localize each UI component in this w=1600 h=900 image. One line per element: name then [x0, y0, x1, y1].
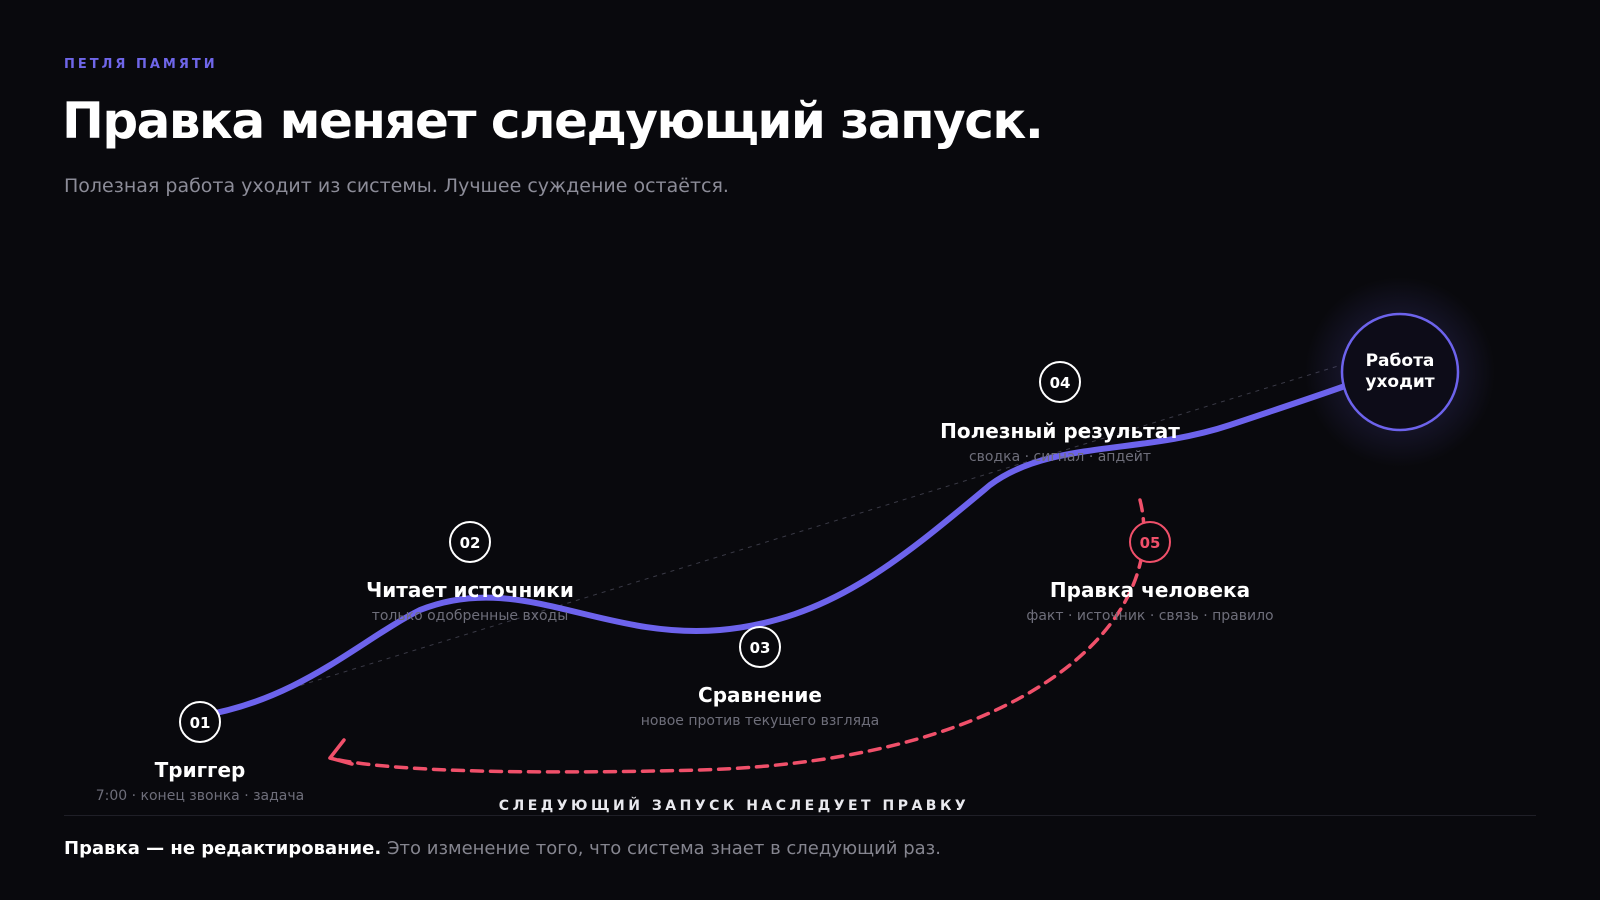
step-sub-02: только одобренные входы: [371, 608, 569, 624]
step-number-05: 05: [1140, 534, 1161, 552]
page-subtitle: Полезная работа уходит из системы. Лучше…: [64, 175, 729, 197]
step-label-03: Сравнение новое против текущего взгляда: [641, 683, 880, 729]
step-label-02: Читает источники только одобренные входы: [366, 578, 574, 624]
loop-caption: СЛЕДУЮЩИЙ ЗАПУСК НАСЛЕДУЕТ ПРАВКУ: [498, 798, 970, 814]
eyebrow-label: ПЕТЛЯ ПАМЯТИ: [64, 57, 218, 72]
step-sub-03: новое против текущего взгляда: [640, 713, 880, 729]
step-title-02: Читает источники: [366, 578, 574, 602]
step-sub-05: факт · источник · связь · правило: [1026, 608, 1274, 624]
footer-note: Правка — не редактирование. Это изменени…: [64, 838, 941, 859]
step-node-02: 02: [449, 521, 491, 563]
step-title-03: Сравнение: [698, 683, 822, 707]
step-title-05: Правка человека: [1049, 578, 1251, 602]
step-title-01: Триггер: [154, 758, 246, 782]
step-number-01: 01: [190, 714, 211, 732]
step-label-04: Полезный результат сводка · сигнал · апд…: [940, 419, 1180, 465]
final-node: [1305, 277, 1495, 467]
step-number-04: 04: [1050, 374, 1071, 392]
final-node-label: Работа уходит: [1365, 351, 1435, 392]
footer-rest-text: Это изменение того, что система знает в …: [386, 838, 941, 859]
step-node-01: 01: [179, 701, 221, 743]
step-label-05: Правка человека факт · источник · связь …: [1026, 578, 1273, 624]
trend-guide-line: [291, 365, 1339, 689]
step-sub-01: 7:00 · конец звонка · задача: [95, 788, 305, 804]
step-node-04: 04: [1039, 361, 1081, 403]
footer-bold-text: Правка — не редактирование.: [64, 838, 382, 859]
step-sub-04: сводка · сигнал · апдейт: [968, 449, 1152, 465]
step-node-05: 05: [1129, 521, 1171, 563]
step-title-04: Полезный результат: [940, 419, 1180, 443]
workflow-path: [197, 383, 1348, 719]
step-node-03: 03: [739, 626, 781, 668]
footer-divider: [64, 815, 1536, 816]
feedback-loop-path: [328, 498, 1146, 774]
step-number-03: 03: [750, 639, 771, 657]
feedback-arrow-head-icon: [328, 738, 354, 766]
step-label-01: Триггер 7:00 · конец звонка · задача: [96, 758, 305, 804]
page-title: Правка меняет следующий запуск.: [62, 92, 1044, 150]
step-number-02: 02: [460, 534, 481, 552]
